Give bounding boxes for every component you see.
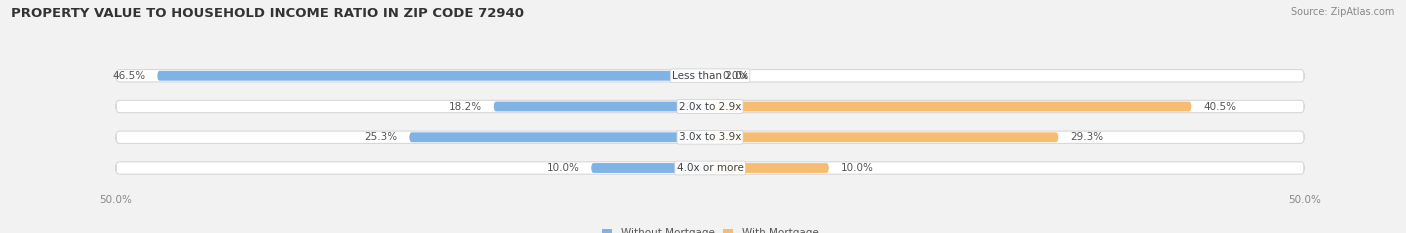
Text: 10.0%: 10.0% [841, 163, 873, 173]
Text: PROPERTY VALUE TO HOUSEHOLD INCOME RATIO IN ZIP CODE 72940: PROPERTY VALUE TO HOUSEHOLD INCOME RATIO… [11, 7, 524, 20]
Text: Less than 2.0x: Less than 2.0x [672, 71, 748, 81]
Text: Source: ZipAtlas.com: Source: ZipAtlas.com [1291, 7, 1395, 17]
FancyBboxPatch shape [409, 132, 710, 142]
Text: 4.0x or more: 4.0x or more [676, 163, 744, 173]
FancyBboxPatch shape [710, 132, 1059, 142]
FancyBboxPatch shape [494, 102, 710, 111]
Text: 40.5%: 40.5% [1204, 102, 1236, 112]
FancyBboxPatch shape [591, 163, 710, 173]
Text: 3.0x to 3.9x: 3.0x to 3.9x [679, 132, 741, 142]
Text: 2.0x to 2.9x: 2.0x to 2.9x [679, 102, 741, 112]
FancyBboxPatch shape [710, 102, 1191, 111]
FancyBboxPatch shape [115, 70, 1305, 82]
Text: 29.3%: 29.3% [1070, 132, 1104, 142]
FancyBboxPatch shape [115, 131, 1305, 143]
Text: 18.2%: 18.2% [449, 102, 482, 112]
FancyBboxPatch shape [710, 163, 830, 173]
FancyBboxPatch shape [157, 71, 710, 81]
FancyBboxPatch shape [115, 162, 1305, 174]
Text: 10.0%: 10.0% [547, 163, 579, 173]
Text: 0.0%: 0.0% [721, 71, 748, 81]
Text: 25.3%: 25.3% [364, 132, 398, 142]
Text: 46.5%: 46.5% [112, 71, 145, 81]
FancyBboxPatch shape [115, 100, 1305, 113]
Legend: Without Mortgage, With Mortgage: Without Mortgage, With Mortgage [598, 224, 823, 233]
